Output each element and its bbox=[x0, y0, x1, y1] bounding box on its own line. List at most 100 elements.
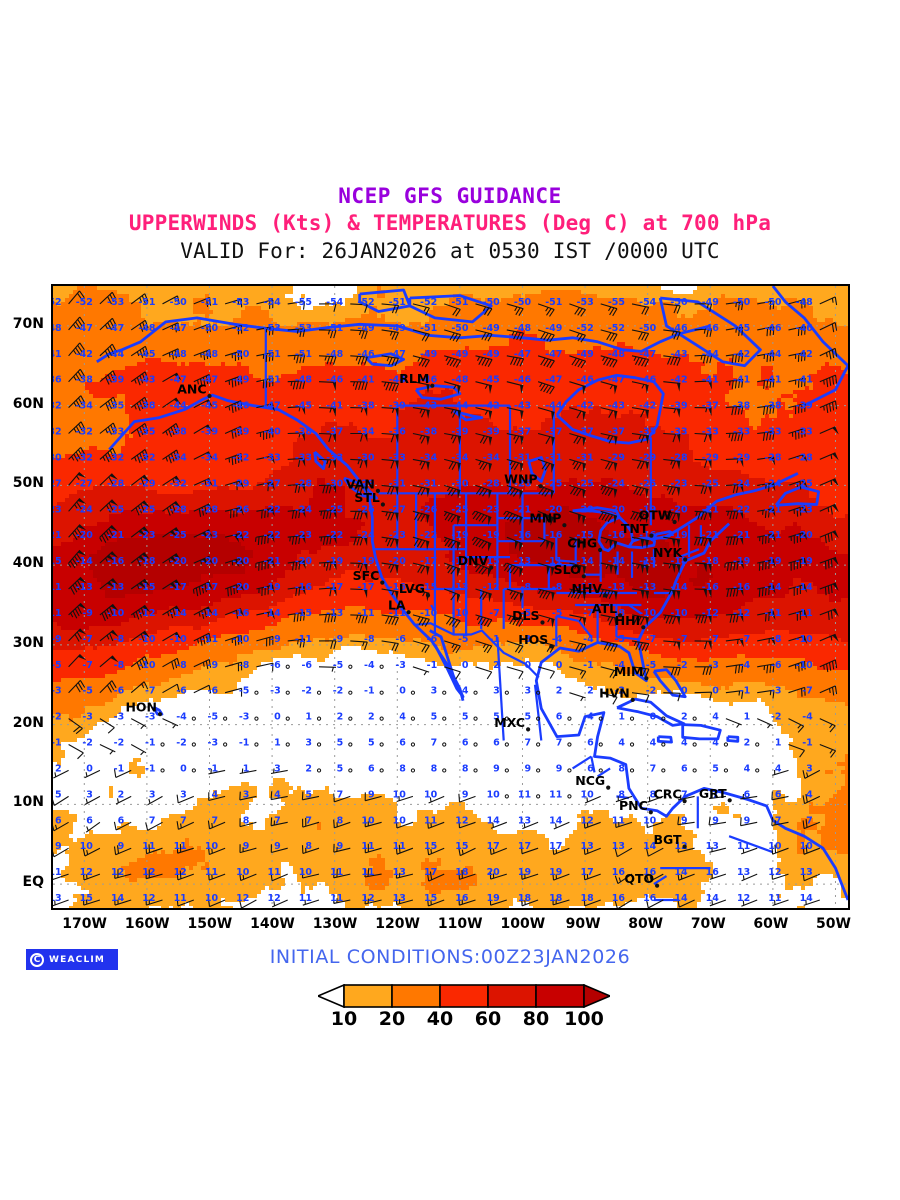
temperature-label: -33 bbox=[295, 452, 312, 463]
temperature-label: -53 bbox=[577, 297, 594, 308]
temperature-label: -20 bbox=[201, 556, 219, 567]
temperature-label: -7 bbox=[802, 686, 813, 697]
temperature-label: -1 bbox=[489, 634, 500, 645]
temperature-label: 9 bbox=[337, 841, 344, 852]
wind-barb bbox=[130, 526, 150, 538]
wind-barb bbox=[191, 742, 196, 747]
wind-barb bbox=[68, 602, 87, 619]
wind-barb bbox=[442, 742, 447, 747]
temperature-label: 10 bbox=[487, 789, 501, 800]
temperature-label: -7 bbox=[583, 608, 594, 619]
temperature-label: 14 bbox=[674, 867, 688, 878]
temperature-label: -43 bbox=[420, 401, 437, 412]
wind-barb bbox=[614, 847, 633, 858]
temperature-label: -1 bbox=[364, 686, 375, 697]
temperature-label: -11 bbox=[545, 556, 562, 567]
temperature-label: -22 bbox=[264, 530, 281, 541]
wind-barb bbox=[600, 484, 618, 499]
map-plot-area[interactable]: 1315141211101212111112131516191818181616… bbox=[51, 284, 850, 910]
city-marker-bgt: BGT bbox=[653, 832, 687, 849]
x-tick-140W: 140W bbox=[250, 916, 295, 932]
coastline bbox=[726, 735, 740, 743]
wind-barb bbox=[348, 742, 353, 747]
wind-barb bbox=[68, 576, 87, 595]
temperature-label: -13 bbox=[76, 582, 93, 593]
temperature-label: -11 bbox=[764, 608, 781, 619]
city-label: HHI bbox=[615, 613, 641, 628]
wind-barb bbox=[285, 690, 290, 695]
temperature-label: -47 bbox=[107, 323, 124, 334]
wind-barb bbox=[475, 484, 492, 499]
temperature-label: -46 bbox=[764, 323, 782, 334]
temperature-label: -11 bbox=[201, 634, 218, 645]
wind-barb bbox=[130, 319, 149, 332]
wind-barb bbox=[444, 614, 461, 628]
temperature-label: -38 bbox=[733, 401, 751, 412]
temperature-label: 7 bbox=[180, 815, 187, 826]
chart-subtitle: UPPERWINDS (Kts) & TEMPERATURES (Deg C) … bbox=[128, 211, 772, 235]
wind-barb bbox=[663, 666, 681, 676]
wind-barb bbox=[256, 299, 274, 309]
wind-barb bbox=[412, 355, 430, 368]
wind-barb bbox=[693, 536, 712, 547]
temperature-label: -49 bbox=[420, 349, 437, 360]
wind-barb bbox=[536, 690, 541, 695]
temperature-label: -33 bbox=[796, 427, 813, 438]
wind-barb bbox=[256, 610, 275, 620]
temperature-label: -19 bbox=[326, 556, 343, 567]
wind-barb bbox=[615, 795, 633, 803]
wind-barb bbox=[68, 342, 85, 357]
wind-barb bbox=[819, 556, 839, 570]
wind-barb bbox=[661, 742, 666, 747]
temperature-label: -3 bbox=[771, 686, 782, 697]
temperature-label: -33 bbox=[264, 452, 281, 463]
wind-barb bbox=[647, 795, 664, 803]
wind-barb bbox=[130, 396, 149, 412]
wind-barb bbox=[442, 716, 447, 721]
wind-barb bbox=[740, 793, 758, 800]
colorbar-swatch-4 bbox=[487, 984, 537, 1008]
temperature-label: -9 bbox=[333, 634, 344, 645]
temperature-label: -12 bbox=[733, 608, 750, 619]
temperature-label: 13 bbox=[800, 867, 813, 878]
temperature-label: 6 bbox=[462, 738, 469, 749]
wind-barb bbox=[458, 847, 476, 857]
wind-barb bbox=[428, 795, 445, 804]
wind-barb bbox=[379, 690, 384, 695]
temperature-label: -16 bbox=[389, 582, 407, 593]
wind-barb bbox=[301, 845, 320, 855]
temperature-label: -47 bbox=[170, 323, 187, 334]
city-label: MIM bbox=[614, 664, 644, 679]
temperature-label: 8 bbox=[650, 789, 657, 800]
temperature-label: -27 bbox=[76, 478, 93, 489]
wind-barb bbox=[537, 381, 555, 395]
y-tick-70N: 70N bbox=[12, 315, 44, 332]
x-tick-90W: 90W bbox=[565, 916, 601, 932]
wind-barb bbox=[584, 795, 601, 804]
temperature-label: -51 bbox=[545, 297, 562, 308]
wind-barb bbox=[757, 300, 775, 310]
wind-barb bbox=[442, 690, 447, 695]
windspeed-fill-layer bbox=[53, 286, 848, 908]
temperature-label: -3 bbox=[708, 660, 719, 671]
temperature-label: -19 bbox=[264, 582, 281, 593]
wind-barb bbox=[162, 348, 180, 360]
wind-barb bbox=[458, 793, 476, 803]
temperature-label: -28 bbox=[764, 452, 782, 463]
wind-barb bbox=[162, 718, 179, 729]
wind-barb bbox=[53, 821, 69, 832]
temperature-label: -5 bbox=[82, 686, 93, 697]
wind-barb bbox=[709, 899, 727, 907]
wind-barb bbox=[569, 484, 586, 499]
wind-barb bbox=[412, 381, 430, 394]
temperature-label: -24 bbox=[295, 504, 313, 515]
city-dot-icon bbox=[649, 533, 654, 538]
temperature-label: 20 bbox=[487, 867, 501, 878]
temperature-label: 9 bbox=[462, 789, 469, 800]
temperature-label: 16 bbox=[643, 893, 657, 904]
temperature-label: -31 bbox=[514, 452, 531, 463]
temperature-label: -11 bbox=[577, 582, 594, 593]
wind-barb bbox=[193, 424, 213, 434]
temperature-label: -5 bbox=[333, 660, 344, 671]
temperature-label: -35 bbox=[138, 427, 155, 438]
